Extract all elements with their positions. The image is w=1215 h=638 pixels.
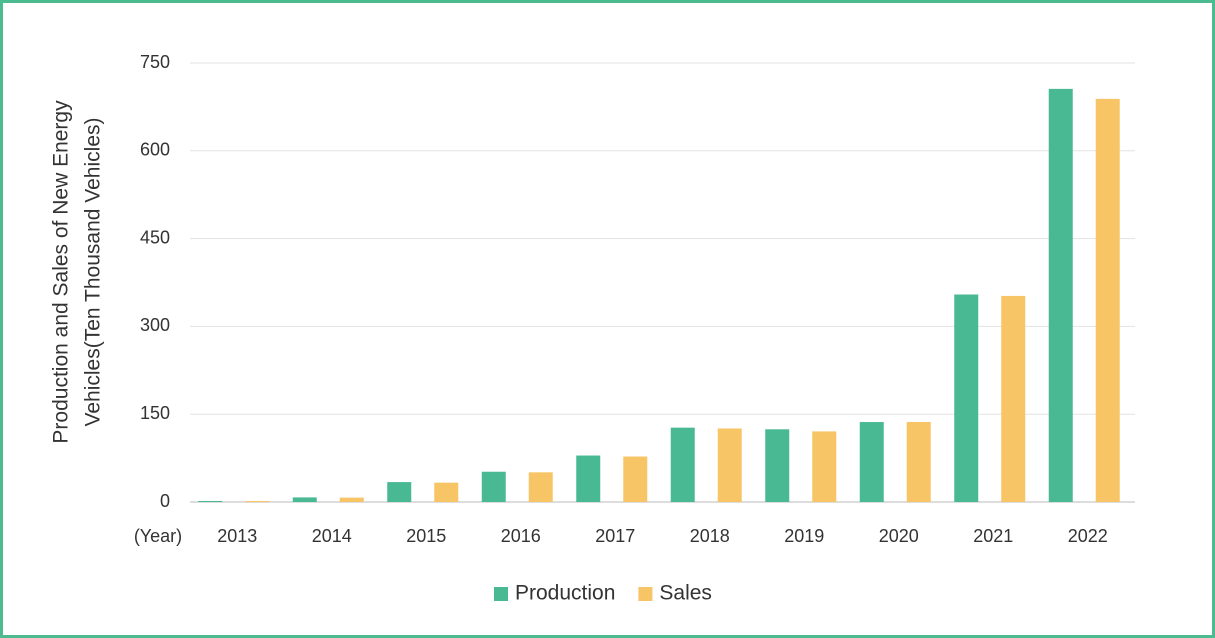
- bar: [481, 471, 506, 502]
- bar: [906, 421, 931, 502]
- legend-label: Sales: [659, 582, 712, 605]
- bar: [434, 482, 459, 502]
- y-tick-label: 450: [140, 227, 170, 247]
- y-axis-title-line: Vehicles(Ten Thousand Vehicles): [82, 118, 105, 427]
- x-tick-label: 2014: [312, 526, 352, 546]
- bar: [954, 294, 979, 502]
- y-tick-label: 600: [140, 140, 170, 160]
- bar: [765, 429, 790, 502]
- x-tick-label: 2017: [595, 526, 635, 546]
- bar: [198, 500, 223, 502]
- bar: [859, 422, 884, 502]
- y-tick-label: 150: [140, 403, 170, 423]
- x-tick-label: 2016: [501, 526, 541, 546]
- x-tick-label: 2013: [217, 526, 257, 546]
- x-tick-label: 2018: [690, 526, 730, 546]
- x-tick-label: 2015: [406, 526, 446, 546]
- bar: [812, 431, 837, 502]
- x-tick-label: 2022: [1068, 526, 1108, 546]
- bar: [292, 497, 317, 502]
- bar: [623, 456, 648, 502]
- x-axis-title: (Year): [134, 526, 182, 546]
- legend-swatch: [494, 587, 508, 601]
- legend-label: Production: [515, 582, 615, 605]
- x-tick-label: 2021: [973, 526, 1013, 546]
- bar: [1048, 88, 1073, 502]
- bar: [387, 482, 412, 502]
- bar: [1095, 98, 1120, 503]
- y-axis-title-line: Production and Sales of New Energy: [50, 100, 73, 444]
- y-tick-label: 0: [160, 491, 170, 511]
- bar: [528, 472, 553, 502]
- bar: [1001, 295, 1026, 502]
- legend-swatch: [638, 587, 653, 601]
- bar: [339, 497, 364, 502]
- bar: [670, 427, 695, 502]
- bar: [576, 455, 601, 502]
- y-tick-label: 750: [140, 52, 170, 72]
- bar: [717, 428, 742, 502]
- y-axis-title: Production and Sales of New Energy Vehic…: [50, 100, 105, 444]
- x-tick-label: 2020: [879, 526, 919, 546]
- y-tick-label: 300: [140, 315, 170, 335]
- x-tick-label: 2019: [784, 526, 824, 546]
- bar: [245, 500, 270, 502]
